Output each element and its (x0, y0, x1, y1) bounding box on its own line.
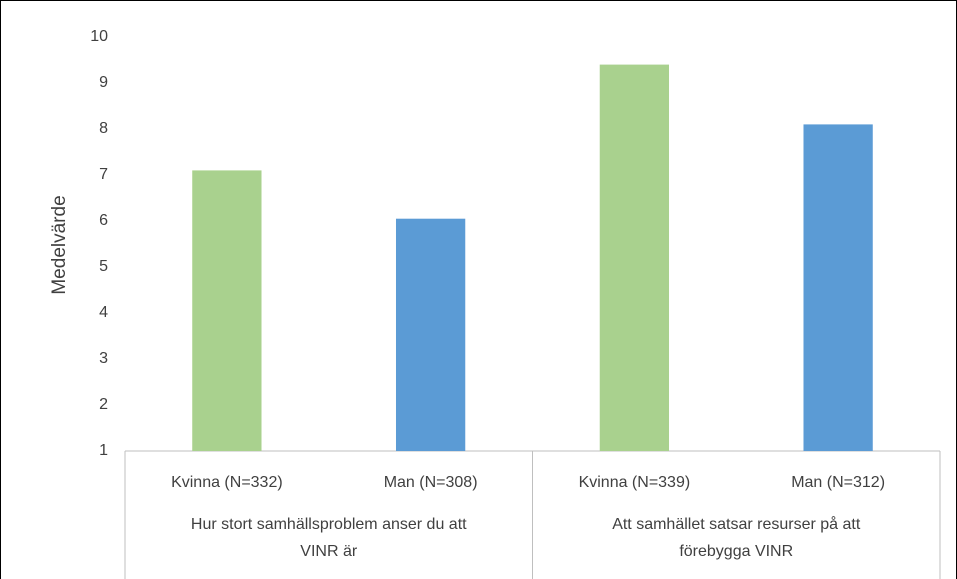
y-tick-label: 7 (99, 166, 108, 183)
bar (192, 170, 262, 451)
group-label: VINR är (300, 543, 358, 560)
y-tick-label: 8 (99, 120, 108, 137)
group-label: Hur stort samhällsproblem anser du att (191, 516, 467, 533)
bar (803, 124, 873, 452)
y-tick-label: 2 (99, 396, 108, 413)
group-label: Att samhället satsar resurser på att (612, 515, 861, 533)
y-tick-label: 10 (90, 28, 108, 45)
bar (599, 64, 670, 451)
x-tick-label: Kvinna (N=339) (579, 474, 691, 491)
bar (395, 218, 466, 451)
y-tick-label: 9 (99, 74, 108, 91)
x-tick-label: Kvinna (N=332) (171, 474, 283, 491)
y-tick-label: 4 (99, 304, 108, 321)
y-tick-label: 1 (99, 442, 108, 459)
y-tick-label: 6 (99, 212, 108, 229)
y-axis-label: Medelvärde (49, 195, 70, 294)
y-tick-label: 3 (99, 350, 108, 367)
group-label: förebygga VINR (679, 543, 793, 560)
y-tick-label: 5 (99, 258, 108, 275)
x-tick-label: Man (N=308) (384, 474, 478, 491)
x-tick-label: Man (N=312) (791, 474, 885, 491)
